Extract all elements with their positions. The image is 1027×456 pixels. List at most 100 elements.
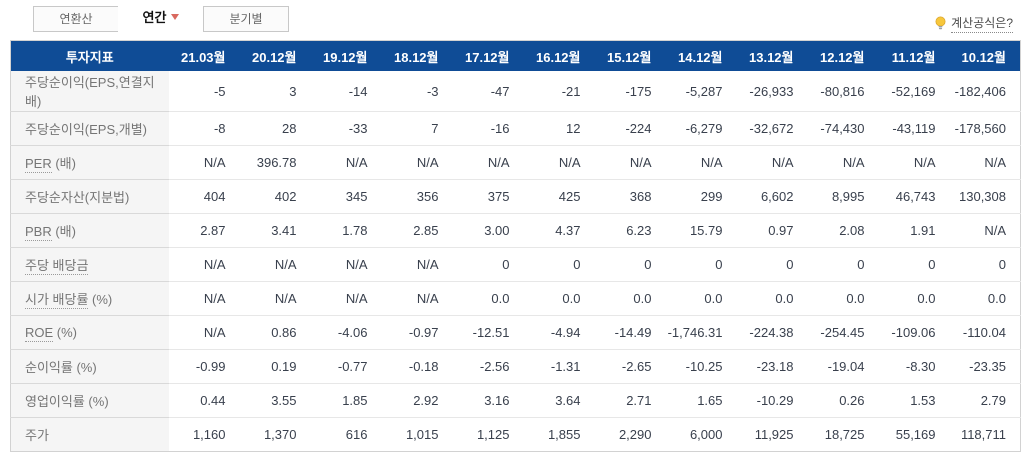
indicator-term: 영업이익률 [25, 394, 85, 409]
value-cell: 3.00 [452, 213, 524, 248]
value-cell: -19.04 [807, 349, 879, 384]
row-label-cell: 주가 [10, 417, 169, 452]
value-cell: 0.19 [239, 349, 311, 384]
value-cell: -14 [310, 71, 382, 112]
value-cell: -16 [452, 111, 524, 146]
row-label-cell: 주당순이익(EPS,개별) [10, 111, 169, 146]
table-row: 주당순자산(지분법) 404 402 345 356 375 425 368 299 6,602 8… [10, 179, 1021, 214]
table-row: 순이익률 (%) -0.99 0.19 -0.77 -0.18 -2.56 -1.31 -2.… [10, 349, 1021, 384]
value-cell: -254.45 [807, 315, 879, 350]
table-row: 주가 1,160 1,370 616 1,015 1,125 1,855 2,290 6,000… [10, 417, 1021, 452]
value-cell: -2.65 [594, 349, 666, 384]
indicator-term[interactable]: PBR [25, 224, 52, 241]
value-cell: -12.51 [452, 315, 524, 350]
value-cell: -5,287 [665, 71, 737, 112]
tab-annual[interactable]: 연간 [118, 6, 204, 32]
value-cell: 28 [239, 111, 311, 146]
header-cell-period: 18.12월 [381, 40, 453, 71]
indicator-term: 주가 [25, 428, 49, 443]
indicator-unit: (%) [53, 325, 78, 340]
value-cell: 0 [736, 247, 808, 282]
value-cell: -4.06 [310, 315, 382, 350]
value-cell: 1.91 [878, 213, 950, 248]
value-cell: 11,925 [736, 417, 808, 452]
investment-indicator-table: 투자지표 21.03월 20.12월 19.12월 18.12월 17.12월 16.12월… [10, 40, 1021, 452]
value-cell: -5 [168, 71, 240, 112]
value-cell: 1.85 [310, 383, 382, 418]
value-cell: 4.37 [523, 213, 595, 248]
indicator-term[interactable]: 시가 배당률 [25, 292, 89, 309]
table-row: 주당 배당금 N/A N/A N/A N/A 0 0 0 0 0 0 0 0 [10, 247, 1021, 282]
value-cell: 3.55 [239, 383, 311, 418]
value-cell: -33 [310, 111, 382, 146]
value-cell: 2.87 [168, 213, 240, 248]
tab-label: 연환산 [59, 12, 93, 26]
value-cell: -47 [452, 71, 524, 112]
value-cell: 1,370 [239, 417, 311, 452]
value-cell: N/A [168, 281, 240, 316]
caret-down-icon [171, 14, 180, 20]
row-label-cell: 시가 배당률 (%) [10, 281, 169, 316]
value-cell: -80,816 [807, 71, 879, 112]
value-cell: -224.38 [736, 315, 808, 350]
indicator-term[interactable]: PER [25, 156, 52, 173]
value-cell: 404 [168, 179, 240, 214]
table-row: 시가 배당률 (%) N/A N/A N/A N/A 0.0 0.0 0.0 0.0 0.0 0.0… [10, 281, 1021, 316]
indicator-term[interactable]: 주당 배당금 [25, 258, 89, 275]
value-cell: 2.79 [949, 383, 1021, 418]
value-cell: 2.08 [807, 213, 879, 248]
indicator-term[interactable]: ROE [25, 325, 54, 342]
header-cell-period: 21.03월 [168, 40, 240, 71]
value-cell: 3 [239, 71, 311, 112]
indicator-term: 주당순이익(EPS,개별) [25, 122, 148, 137]
value-cell: N/A [168, 315, 240, 350]
row-label-cell: PBR (배) [10, 213, 169, 248]
table-row: 주당순이익(EPS,개별) -8 28 -33 7 -16 12 -224 -6,279 -32,… [10, 111, 1021, 146]
value-cell: 0.97 [736, 213, 808, 248]
value-cell: N/A [878, 145, 950, 180]
header-cell-period: 15.12월 [594, 40, 666, 71]
indicator-term: 순이익률 [25, 360, 73, 375]
table-row: ROE (%) N/A 0.86 -4.06 -0.97 -12.51 -4.94 -14.4… [10, 315, 1021, 350]
value-cell: 0.0 [665, 281, 737, 316]
value-cell: 3.41 [239, 213, 311, 248]
tab-label: 연간 [142, 10, 167, 25]
value-cell: -175 [594, 71, 666, 112]
value-cell: N/A [736, 145, 808, 180]
value-cell: 0.26 [807, 383, 879, 418]
header-cell-period: 14.12월 [665, 40, 737, 71]
indicator-unit: (%) [84, 394, 109, 409]
value-cell: 0 [452, 247, 524, 282]
value-cell: -74,430 [807, 111, 879, 146]
value-cell: 118,711 [949, 417, 1021, 452]
value-cell: N/A [949, 213, 1021, 248]
value-cell: -32,672 [736, 111, 808, 146]
value-cell: -43,119 [878, 111, 950, 146]
value-cell: 0.0 [736, 281, 808, 316]
value-cell: 2.71 [594, 383, 666, 418]
tab-quarterly[interactable]: 분기별 [203, 6, 289, 32]
row-label-cell: 순이익률 (%) [10, 349, 169, 384]
value-cell: -6,279 [665, 111, 737, 146]
row-label-cell: 영업이익률 (%) [10, 383, 169, 418]
value-cell: 6,000 [665, 417, 737, 452]
value-cell: -14.49 [594, 315, 666, 350]
value-cell: -110.04 [949, 315, 1021, 350]
value-cell: 2.92 [381, 383, 453, 418]
value-cell: N/A [381, 281, 453, 316]
value-cell: 0 [665, 247, 737, 282]
calc-formula-link[interactable]: 계산공식은? [934, 14, 1013, 33]
value-cell: 299 [665, 179, 737, 214]
indicator-unit: (배) [51, 224, 76, 239]
value-cell: 0.0 [807, 281, 879, 316]
value-cell: N/A [594, 145, 666, 180]
row-label-cell: 주당순이익(EPS,연결지배) [10, 71, 169, 112]
value-cell: -1.31 [523, 349, 595, 384]
value-cell: -0.97 [381, 315, 453, 350]
value-cell: 356 [381, 179, 453, 214]
value-cell: N/A [168, 247, 240, 282]
value-cell: 0 [949, 247, 1021, 282]
value-cell: -26,933 [736, 71, 808, 112]
tab-annualized[interactable]: 연환산 [33, 6, 119, 32]
value-cell: 0.0 [594, 281, 666, 316]
